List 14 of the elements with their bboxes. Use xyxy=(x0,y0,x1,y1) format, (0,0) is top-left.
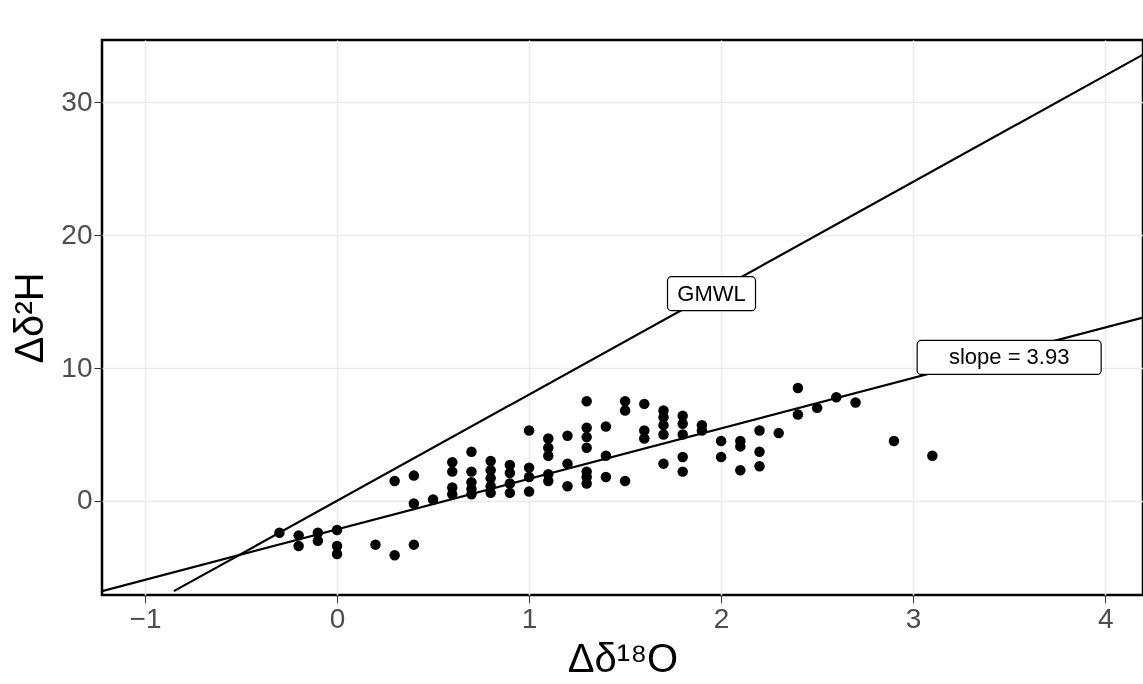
x-tick-label: 2 xyxy=(713,602,730,634)
y-tick-label: 30 xyxy=(61,85,93,117)
x-tick-label: 1 xyxy=(521,602,538,634)
y-tick-label: 10 xyxy=(61,351,93,383)
annotation: GMWL xyxy=(677,280,746,306)
x-tick-label: 4 xyxy=(1097,602,1114,634)
annotation: slope = 3.93 xyxy=(948,344,1070,370)
y-tick-label: 0 xyxy=(76,484,93,516)
y-tick-label: 20 xyxy=(61,218,93,250)
x-tick-label: 0 xyxy=(329,602,346,634)
x-axis-title: Δδ¹⁸O xyxy=(567,635,679,680)
y-axis-title: Δδ²H xyxy=(7,272,52,364)
x-tick-label: −1 xyxy=(129,602,162,634)
x-tick-label: 3 xyxy=(905,602,922,634)
